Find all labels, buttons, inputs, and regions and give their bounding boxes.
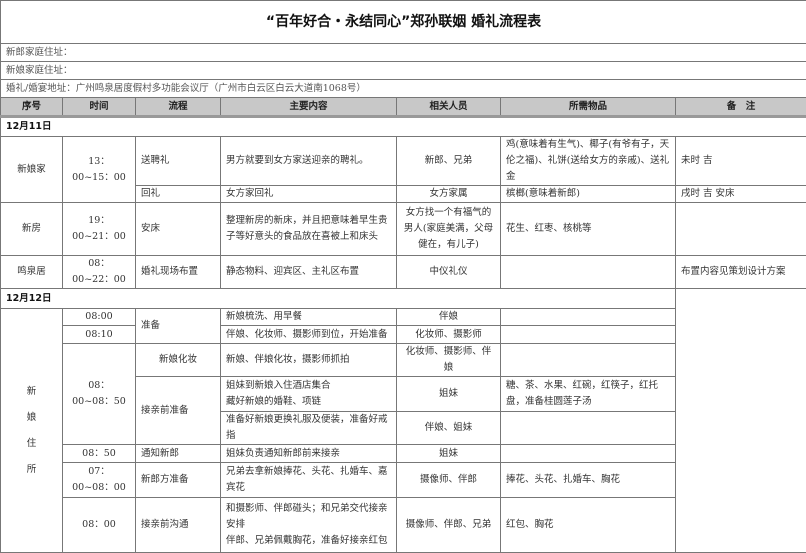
cell-content: 男方就要到女方家送迎亲的聘礼。 bbox=[221, 137, 397, 186]
cell-content: 准备好新娘更换礼服及便装，准备好戒指 bbox=[221, 412, 397, 445]
cell-time: 08:00 bbox=[63, 309, 136, 326]
cell-items: 捧花、头花、扎婚车、胸花 bbox=[501, 463, 676, 498]
table-row: 新娘家 13：00~15：00 送聘礼 男方就要到女方家送迎亲的聘礼。 新郎、兄… bbox=[1, 137, 806, 186]
page-title: “百年好合・永结同心”郑孙联姻 婚礼流程表 bbox=[1, 1, 806, 44]
place-char: 娘 bbox=[6, 405, 57, 431]
col-header: 主要内容 bbox=[221, 98, 397, 117]
cell-place: 鸣泉居 bbox=[1, 256, 63, 289]
col-header: 序号 bbox=[1, 98, 63, 117]
cell-people: 姐妹 bbox=[397, 445, 501, 463]
cell-people: 化妆师、摄影师 bbox=[397, 326, 501, 344]
cell-items bbox=[501, 412, 676, 445]
cell-time: 19：00~21：00 bbox=[63, 203, 136, 256]
cell-items bbox=[501, 344, 676, 377]
cell-content: 整理新房的新床，并且把意味着早生贵子等好意头的食品放在喜被上和床头 bbox=[221, 203, 397, 256]
cell-time: 08:10 bbox=[63, 326, 136, 344]
cell-place: 新 娘 住 所 bbox=[1, 309, 63, 553]
cell-items: 槟榔(意味着新郎) bbox=[501, 186, 676, 203]
cell-time: 08：00 bbox=[63, 498, 136, 553]
cell-people: 伴娘、姐妹 bbox=[397, 412, 501, 445]
cell-content: 兄弟去拿新娘捧花、头花、扎婚车、嘉宾花 bbox=[221, 463, 397, 498]
cell-people: 摄像师、伴郎、兄弟 bbox=[397, 498, 501, 553]
col-header: 备 注 bbox=[676, 98, 806, 117]
cell-items: 糖、茶、水果、红碗，红筷子，红托盘，准备桂圆莲子汤 bbox=[501, 377, 676, 412]
header-row: 序号 时间 流程 主要内容 相关人员 所需物品 备 注 bbox=[1, 98, 806, 117]
cell-step: 送聘礼 bbox=[136, 137, 221, 186]
cell-note: 布置内容见策划设计方案 bbox=[676, 256, 806, 289]
cell-content: 女方家回礼 bbox=[221, 186, 397, 203]
table-row: 新房 19：00~21：00 安床 整理新房的新床，并且把意味着早生贵子等好意头… bbox=[1, 203, 806, 256]
cell-step: 接亲前准备 bbox=[136, 377, 221, 445]
cell-content: 和摄影师、伴郎碰头；和兄弟交代接亲安排 伴郎、兄弟佩戴胸花，准备好接亲红包 bbox=[221, 498, 397, 553]
cell-content: 新娘、伴娘化妆，摄影师抓拍 bbox=[221, 344, 397, 377]
cell-step: 准备 bbox=[136, 309, 221, 344]
cell-content: 伴娘、化妆师、摄影师到位，开始准备 bbox=[221, 326, 397, 344]
cell-people: 摄像师、伴郎 bbox=[397, 463, 501, 498]
cell-items: 鸡(意味着有生气)、椰子(有爷有子，天伦之福)、礼饼(送给女方的亲戚)、送礼金 bbox=[501, 137, 676, 186]
col-header: 所需物品 bbox=[501, 98, 676, 117]
cell-step: 通知新郎 bbox=[136, 445, 221, 463]
table-row: 鸣泉居 08：00~22：00 婚礼现场布置 静态物料、迎宾区、主礼区布置 中仪… bbox=[1, 256, 806, 289]
cell-people: 姐妹 bbox=[397, 377, 501, 412]
col-header: 流程 bbox=[136, 98, 221, 117]
cell-people: 中仪礼仪 bbox=[397, 256, 501, 289]
content-line: 伴郎、兄弟佩戴胸花，准备好接亲红包 bbox=[226, 533, 391, 549]
cell-people: 化妆师、摄影师、伴娘 bbox=[397, 344, 501, 377]
groom-address: 新郎家庭住址： bbox=[1, 44, 806, 62]
cell-items bbox=[501, 256, 676, 289]
cell-content: 新娘梳洗、用早餐 bbox=[221, 309, 397, 326]
place-char: 新 bbox=[6, 379, 57, 405]
cell-time: 08：00~22：00 bbox=[63, 256, 136, 289]
col-header: 时间 bbox=[63, 98, 136, 117]
cell-time: 07：00~08：00 bbox=[63, 463, 136, 498]
cell-people: 新郎、兄弟 bbox=[397, 137, 501, 186]
venue-address: 婚礼/婚宴地址：广州鸣泉居度假村多功能会议厅（广州市白云区白云大道南1068号） bbox=[1, 80, 806, 98]
cell-items bbox=[501, 326, 676, 344]
cell-time: 13：00~15：00 bbox=[63, 137, 136, 203]
cell-note bbox=[676, 203, 806, 256]
bride-address: 新娘家庭住址： bbox=[1, 62, 806, 80]
cell-items bbox=[501, 445, 676, 463]
cell-step: 婚礼现场布置 bbox=[136, 256, 221, 289]
cell-content: 静态物料、迎宾区、主礼区布置 bbox=[221, 256, 397, 289]
date-row: 12月11日 bbox=[1, 117, 806, 137]
cell-items: 花生、红枣、核桃等 bbox=[501, 203, 676, 256]
cell-step: 安床 bbox=[136, 203, 221, 256]
cell-people: 女方找一个有福气的男人(家庭美满，父母健在，有儿子) bbox=[397, 203, 501, 256]
date-row: 12月12日 bbox=[1, 289, 676, 309]
cell-content: 姐妹到新娘入住酒店集合 藏好新娘的婚鞋、项链 bbox=[221, 377, 397, 412]
cell-items: 红包、胸花 bbox=[501, 498, 676, 553]
cell-place: 新房 bbox=[1, 203, 63, 256]
cell-time: 08：50 bbox=[63, 445, 136, 463]
cell-people: 伴娘 bbox=[397, 309, 501, 326]
cell-time: 08：00~08：50 bbox=[63, 344, 136, 445]
cell-step: 接亲前沟通 bbox=[136, 498, 221, 553]
cell-note bbox=[676, 289, 806, 553]
cell-content: 姐妹负责通知新郎前来接亲 bbox=[221, 445, 397, 463]
cell-step: 新娘化妆 bbox=[136, 344, 221, 377]
place-char: 所 bbox=[6, 457, 57, 483]
cell-note: 未时 吉 bbox=[676, 137, 806, 186]
cell-people: 女方家属 bbox=[397, 186, 501, 203]
cell-note: 戌时 吉 安床 bbox=[676, 186, 806, 203]
cell-items bbox=[501, 309, 676, 326]
cell-place: 新娘家 bbox=[1, 137, 63, 203]
col-header: 相关人员 bbox=[397, 98, 501, 117]
content-line: 姐妹到新娘入住酒店集合 bbox=[226, 378, 391, 394]
cell-step: 回礼 bbox=[136, 186, 221, 203]
content-line: 藏好新娘的婚鞋、项链 bbox=[226, 394, 391, 410]
place-char: 住 bbox=[6, 431, 57, 457]
cell-step: 新郎方准备 bbox=[136, 463, 221, 498]
content-line: 和摄影师、伴郎碰头；和兄弟交代接亲安排 bbox=[226, 501, 391, 533]
